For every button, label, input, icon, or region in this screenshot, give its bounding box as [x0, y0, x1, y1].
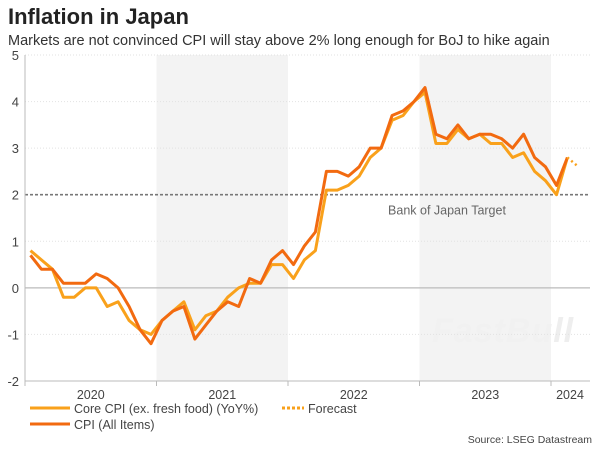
x-tick-label: 2022 — [340, 388, 368, 402]
y-tick-label: 5 — [12, 48, 19, 63]
shaded-band — [419, 55, 551, 381]
y-tick-label: 3 — [12, 141, 19, 156]
y-tick-label: -2 — [7, 374, 19, 389]
x-tick-label: 2020 — [77, 388, 105, 402]
chart-title: Inflation in Japan — [8, 4, 189, 29]
x-tick-label: 2024 — [556, 388, 584, 402]
legend-label: CPI (All Items) — [74, 418, 155, 432]
target-annotation: Bank of Japan Target — [388, 204, 506, 218]
x-tick-label: 2023 — [471, 388, 499, 402]
chart-subtitle: Markets are not convinced CPI will stay … — [8, 33, 550, 49]
y-tick-label: 2 — [12, 188, 19, 203]
y-tick-label: 0 — [12, 281, 19, 296]
source-note: Source: LSEG Datastream — [467, 434, 592, 446]
legend-label: Core CPI (ex. fresh food) (YoY%) — [74, 402, 258, 416]
x-tick-label: 2021 — [208, 388, 236, 402]
y-tick-label: 1 — [12, 234, 19, 249]
y-tick-label: -1 — [7, 327, 19, 342]
series-line-forecast — [566, 156, 580, 168]
shaded-band — [156, 55, 288, 381]
y-tick-label: 4 — [12, 95, 19, 110]
legend-label: Forecast — [308, 402, 357, 416]
series-line-cpi — [29, 86, 569, 346]
